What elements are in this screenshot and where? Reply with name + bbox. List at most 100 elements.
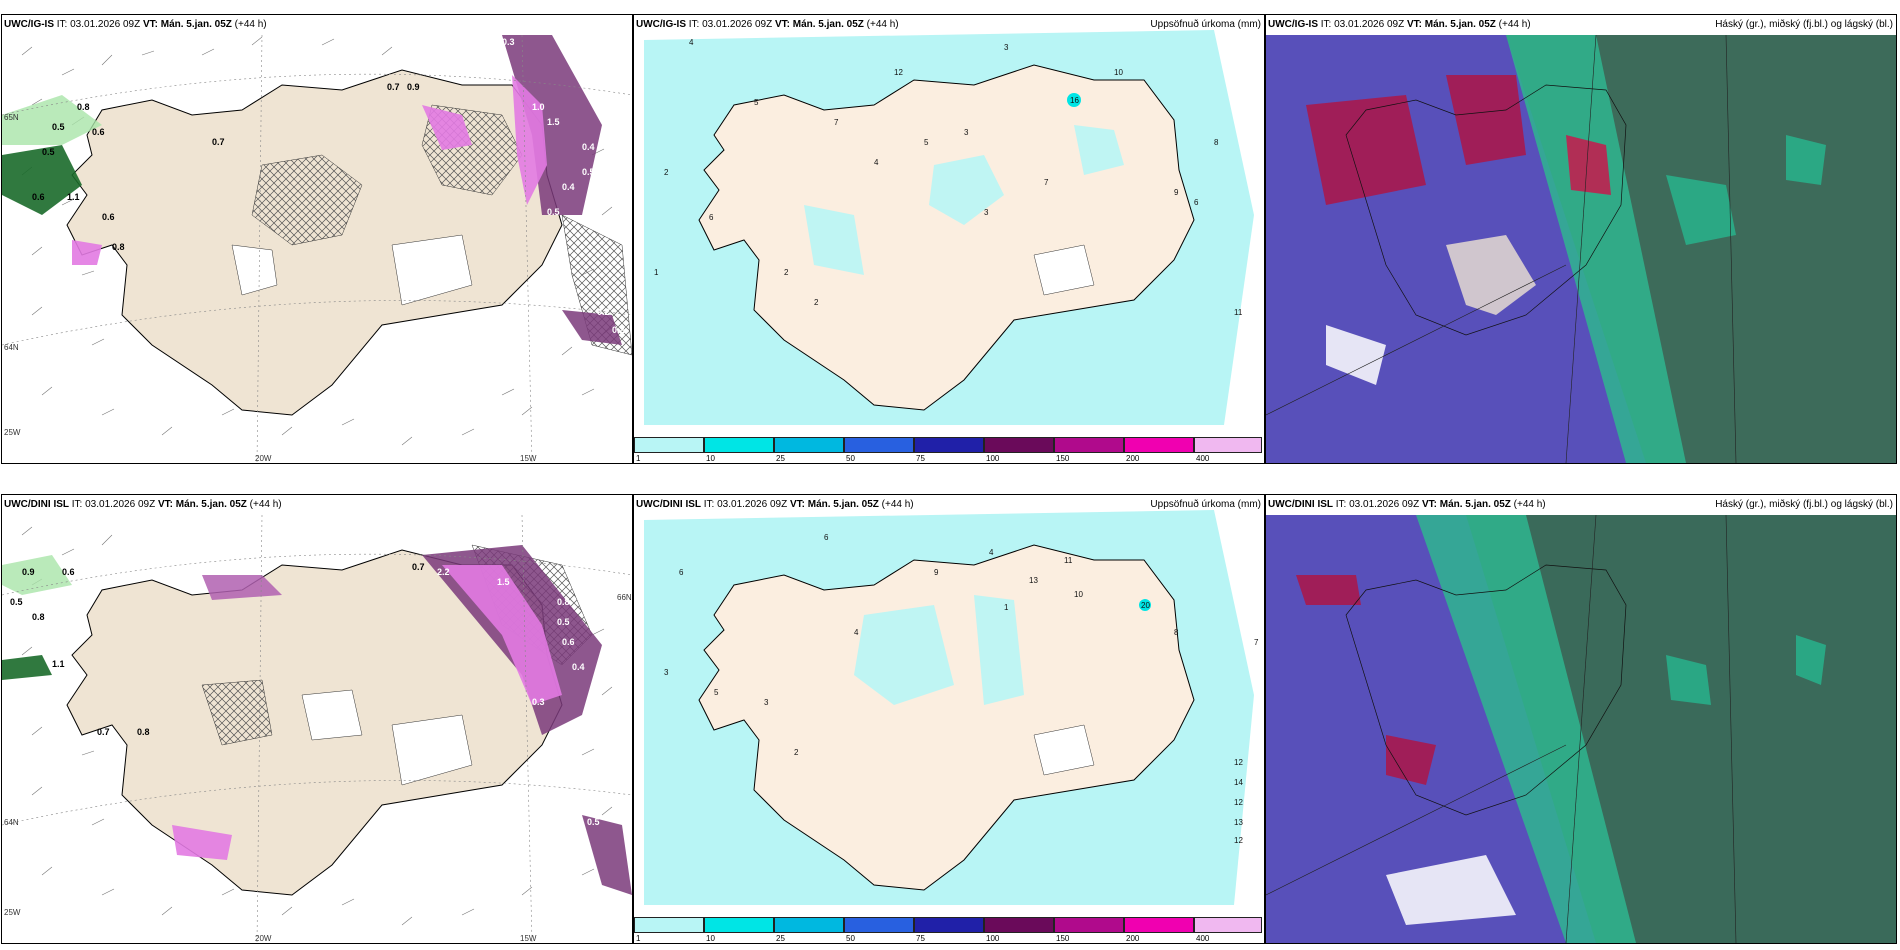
svg-text:2: 2 [794,748,799,757]
svg-text:1: 1 [654,268,659,277]
svg-text:10: 10 [1074,590,1083,599]
lon-label: 15W [520,934,537,943]
svg-text:7: 7 [1254,638,1259,647]
svg-text:1: 1 [1004,603,1009,612]
panel-header: UWC/IG-IS IT: 03.01.2026 09Z VT: Mán. 5.… [1266,15,1896,35]
precip-value-labels: 6 4 11 10 13 20 12 14 12 13 12 3 5 7 2 8… [664,533,1259,845]
svg-text:1.5: 1.5 [497,577,510,587]
colorbar-tick: 25 [776,934,785,943]
svg-text:0.5: 0.5 [557,617,570,627]
svg-text:0.4: 0.4 [562,182,575,192]
svg-text:0.6: 0.6 [32,192,45,202]
svg-text:3: 3 [764,698,769,707]
iceland-land [698,64,1195,411]
precip-map-panel-dini: UWC/DINI ISL IT: 03.01.2026 09Z VT: Mán.… [633,494,1265,944]
svg-text:6: 6 [679,568,684,577]
svg-text:9: 9 [934,568,939,577]
svg-text:9: 9 [1174,188,1179,197]
wind-barbs [21,526,613,926]
colorbar-tick: 75 [916,934,925,943]
svg-text:1.5: 1.5 [547,117,560,127]
svg-text:8: 8 [1174,628,1179,637]
svg-text:12: 12 [1234,758,1243,767]
svg-text:2.2: 2.2 [437,567,450,577]
cloud-map [1266,495,1896,943]
svg-text:16: 16 [1070,96,1079,105]
svg-text:0.7: 0.7 [412,562,425,572]
lat-label: 64N [4,343,19,352]
snow-map-panel-ig: UWC/IG-IS IT: 03.01.2026 09Z VT: Mán. 5.… [1,14,633,464]
svg-text:7: 7 [834,118,839,127]
snow-value-labels: 2.2 1.5 0.8 0.5 0.6 0.4 0.3 0.7 0.8 1.1 … [10,562,610,827]
precip-value-labels: 4 12 3 8 16 10 5 2 7 6 3 11 9 1 2 4 5 6 … [654,38,1243,317]
svg-text:0.3: 0.3 [597,707,610,717]
colorbar-swatch [984,437,1054,453]
svg-text:4: 4 [689,38,694,47]
lon-label: 20W [255,454,272,463]
colorbar-swatch [984,917,1054,933]
svg-text:20: 20 [1141,601,1150,610]
svg-text:0.3: 0.3 [532,697,545,707]
panel-header: UWC/DINI ISL IT: 03.01.2026 09Z VT: Mán.… [636,499,1261,510]
svg-text:0.6: 0.6 [92,127,105,137]
svg-text:0.6: 0.6 [562,637,575,647]
cloud-map [1266,15,1896,463]
svg-text:0.5: 0.5 [547,207,560,217]
colorbar-swatch [1054,917,1124,933]
svg-text:0.7: 0.7 [97,727,110,737]
svg-text:5: 5 [754,98,759,107]
svg-text:0.5: 0.5 [582,167,595,177]
lon-label: 15W [520,454,537,463]
svg-text:0.4: 0.4 [582,142,595,152]
svg-text:0.6: 0.6 [587,757,600,767]
snow-map: 66N 64N 25W 20W 15W 2.2 1.5 0.8 0.5 0.6 … [2,495,632,943]
wind-barbs [21,36,613,446]
panel-header: UWC/IG-IS IT: 03.01.2026 09Z VT: Mán. 5.… [4,19,267,30]
lat-label: 65N [4,113,19,122]
colorbar-tick: 1 [636,454,641,463]
svg-text:0.5: 0.5 [42,147,55,157]
cloud-map-panel-dini: UWC/DINI ISL IT: 03.01.2026 09Z VT: Mán.… [1265,494,1897,944]
svg-text:10: 10 [1114,68,1123,77]
colorbar-tick: 25 [776,454,785,463]
panel-header: UWC/IG-IS IT: 03.01.2026 09Z VT: Mán. 5.… [636,19,1261,30]
colorbar-tick: 200 [1126,934,1140,943]
svg-text:2: 2 [664,168,669,177]
svg-text:3: 3 [984,208,989,217]
svg-text:0.8: 0.8 [77,102,90,112]
svg-text:0.7: 0.7 [387,82,400,92]
colorbar-swatch [914,917,984,933]
colorbar-tick: 200 [1126,454,1140,463]
svg-text:0.5: 0.5 [10,597,23,607]
colorbar-swatch [1194,437,1262,453]
colorbar-tick: 400 [1196,934,1210,943]
colorbar-tick: 1 [636,934,641,943]
svg-text:1.1: 1.1 [52,659,65,669]
colorbar-swatch [1054,437,1124,453]
svg-text:11: 11 [1234,308,1243,317]
svg-text:6: 6 [1194,198,1199,207]
svg-text:13: 13 [1234,818,1243,827]
lat-label: 64N [4,818,19,827]
svg-text:1.1: 1.1 [67,192,80,202]
svg-text:6: 6 [709,213,714,222]
colorbar-swatch [1124,437,1194,453]
colorbar-tick: 50 [846,934,855,943]
svg-text:0.8: 0.8 [137,727,150,737]
svg-text:0.8: 0.8 [112,242,125,252]
svg-text:14: 14 [1234,778,1243,787]
colorbar-tick: 150 [1056,934,1070,943]
snow-value-labels: 0.3 1.0 1.5 0.4 0.5 0.4 0.5 0.7 0.9 0.5 … [32,37,625,335]
cloud-map-panel-ig: UWC/IG-IS IT: 03.01.2026 09Z VT: Mán. 5.… [1265,14,1897,464]
colorbar-swatch [1194,917,1262,933]
colorbar-tick: 100 [986,454,1000,463]
colorbar-swatch [774,917,844,933]
colorbar-tick: 10 [706,934,715,943]
colorbar-tick: 100 [986,934,1000,943]
svg-text:5: 5 [714,688,719,697]
lat-label: 66N [617,593,632,602]
colorbar-swatch [634,917,704,933]
colorbar-swatch [704,437,774,453]
precip-colorbar: 1 10 25 50 75 100 150 200 400 [634,435,1264,463]
svg-text:12: 12 [1234,798,1243,807]
